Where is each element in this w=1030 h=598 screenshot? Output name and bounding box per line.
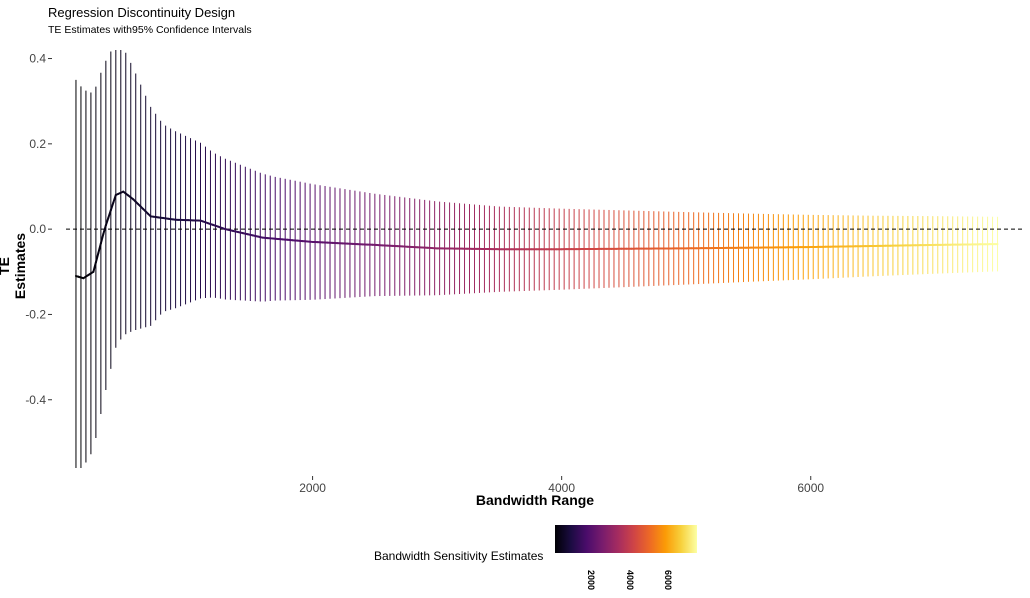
estimate-line-group [74,190,999,280]
estimate-line-segment [92,261,97,273]
legend-title: Bandwidth Sensitivity Estimates [374,549,544,563]
estimate-line-segment [94,251,100,264]
y-tick-label: 0.0 [29,222,46,236]
y-tick-label: -0.4 [25,393,46,407]
chart-title: Regression Discontinuity Design [48,5,236,20]
estimate-line-segment [109,201,115,212]
color-scale-tick-label: 2000 [586,570,597,591]
y-axis: 0.4 0.2 0.0 -0.2 -0.4 [25,52,52,407]
x-tick-label: 6000 [797,481,824,495]
estimate-line-segment [112,194,117,204]
y-tick-label: 0.2 [29,137,46,151]
error-bars-group [75,50,999,468]
estimate-line-segment [97,242,102,254]
color-scale-bar [555,525,697,553]
x-axis: 2000 4000 6000 [299,476,824,495]
estimate-line-segment [104,216,110,227]
y-tick-label: 0.4 [29,52,46,66]
chart-subtitle: TE Estimates with95% Confidence Interval… [48,24,252,36]
color-scale-tick-label: 6000 [663,570,674,591]
estimate-line-segment [99,232,105,245]
y-tick-label: -0.2 [25,307,46,321]
x-tick-label: 4000 [548,481,575,495]
estimate-line-segment [102,224,107,235]
color-scale-tick-label: 4000 [624,570,635,591]
estimate-line-segment [107,209,112,219]
x-axis-label: Bandwidth Range [475,492,595,508]
x-tick-label: 2000 [299,481,326,495]
